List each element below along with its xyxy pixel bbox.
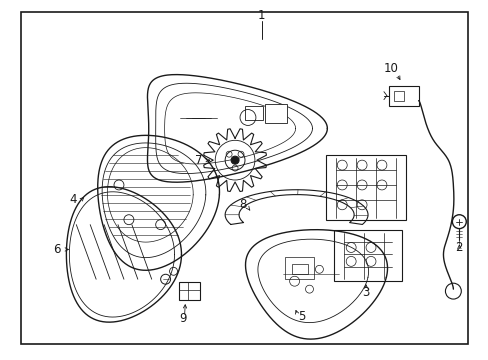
Circle shape [231,156,239,164]
Bar [178,282,200,300]
Bar [393,91,403,100]
Text: 10: 10 [383,62,398,75]
Text: 3: 3 [362,285,369,299]
Bar [291,264,307,274]
Bar [244,105,263,121]
Text: 7: 7 [194,154,202,167]
Text: 2: 2 [455,241,462,254]
Text: 4: 4 [69,193,77,206]
Text: 5: 5 [297,310,305,323]
Text: 6: 6 [53,243,60,256]
Bar [284,257,314,279]
Bar [325,155,405,220]
Bar [264,104,286,123]
Text: 9: 9 [180,312,187,325]
Text: 8: 8 [239,198,246,211]
Text: 1: 1 [258,9,265,22]
Bar [388,86,418,105]
Bar [334,230,401,281]
